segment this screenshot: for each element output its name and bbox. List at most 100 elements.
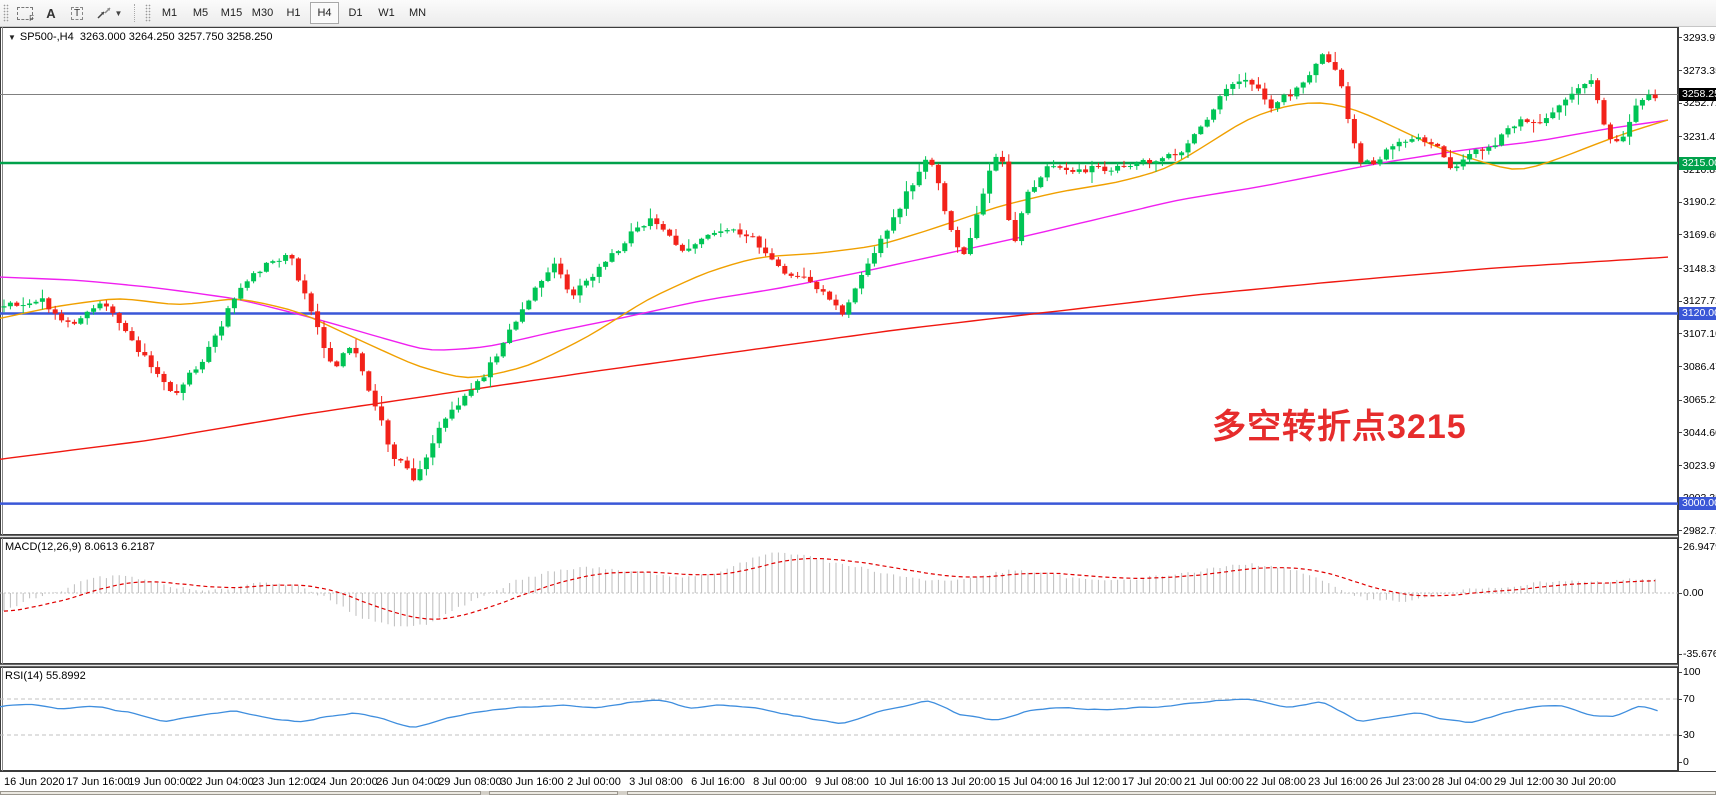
price-axis-label: 3044.60 — [1683, 426, 1716, 439]
rsi-axis-label: 30 — [1683, 729, 1695, 741]
macd-panel[interactable]: MACD(12,26,9) 8.0613 6.2187 — [0, 538, 1678, 664]
level-lines-layer — [0, 94, 1678, 505]
toolbar-grip[interactable] — [3, 4, 9, 22]
level-price-tag: 3120.00 — [1679, 307, 1716, 321]
time-axis-label: 16 Jun 2020 — [4, 776, 65, 788]
rsi-axis-tick — [1679, 734, 1682, 736]
rsi-axis-tick — [1679, 698, 1682, 700]
arrow-objects-icon[interactable]: ▼ — [91, 1, 127, 25]
level-price-tag: 3000.00 — [1679, 497, 1716, 511]
ma-magenta-line — [0, 119, 1669, 351]
rsi-axis-label: 100 — [1683, 666, 1701, 678]
time-axis-label: 26 Jun 04:00 — [376, 776, 440, 788]
time-axis-label: 30 Jul 20:00 — [1556, 776, 1616, 788]
price-axis-tick — [1679, 399, 1682, 401]
status-section — [0, 791, 481, 795]
tab-timeframe-M30[interactable]: M30 — [251, 7, 274, 19]
price-axis-label: 3107.10 — [1683, 327, 1716, 340]
macd-axis-tick — [1679, 546, 1682, 548]
price-chart-panel[interactable]: ▼ SP500-,H4 3263.000 3264.250 3257.750 32… — [0, 27, 1678, 535]
dropdown-caret-icon[interactable]: ▼ — [114, 8, 123, 18]
status-bar — [0, 791, 1716, 795]
tab-timeframe-M5[interactable]: M5 — [192, 7, 209, 19]
time-axis-label: 29 Jun 08:00 — [438, 776, 502, 788]
price-axis-tick — [1679, 366, 1682, 368]
rsi-axis-tick — [1679, 671, 1682, 673]
time-axis[interactable]: 16 Jun 2020 17 Jun 16:00 19 Jun 00:00 22 Ju… — [0, 771, 1716, 792]
panel-splitter[interactable] — [0, 535, 1716, 538]
level-price-tag: 3215.00 — [1679, 156, 1716, 170]
rsi-line — [0, 698, 1658, 728]
price-axis-tick — [1679, 102, 1682, 104]
time-axis-label: 29 Jul 12:00 — [1494, 776, 1554, 788]
time-axis-label: 19 Jun 00:00 — [128, 776, 192, 788]
macd-axis-tick — [1679, 592, 1682, 594]
rsi-value: 55.8992 — [45, 670, 86, 682]
timeframe-toolbar: M1 M5 M15 M30 H1 H4 D1 W1 MN — [154, 2, 433, 24]
collapse-caret-icon[interactable]: ▼ — [8, 33, 16, 42]
moving-averages-layer — [0, 102, 1669, 460]
rsi-panel[interactable]: RSI(14) 55.8992 — [0, 667, 1678, 771]
macd-label: MACD(12,26,9) 8.0613 6.2187 — [5, 541, 155, 553]
price-axis-label: 3190.22 — [1683, 196, 1716, 209]
tab-timeframe-MN[interactable]: MN — [408, 7, 427, 19]
text-label-icon[interactable]: A — [39, 1, 63, 25]
macd-axis-label: 0.00 — [1683, 587, 1704, 599]
tab-timeframe-M1[interactable]: M1 — [161, 7, 178, 19]
price-axis-tick — [1679, 333, 1682, 335]
text-a-glyph: A — [46, 5, 56, 21]
time-axis-label: 16 Jul 12:00 — [1060, 776, 1120, 788]
symbol-period-label: SP500-,H4 — [19, 31, 74, 43]
macd-signal-value: 6.2187 — [121, 541, 155, 553]
price-axis-tick — [1679, 70, 1682, 72]
price-axis-tick — [1679, 201, 1682, 203]
rsi-name: RSI(14) — [5, 670, 43, 682]
ma-orange-line — [0, 102, 1669, 379]
price-axis-label: 3231.47 — [1683, 130, 1716, 143]
tab-timeframe-W1[interactable]: W1 — [378, 7, 395, 19]
time-axis-label: 6 Jul 16:00 — [691, 776, 745, 788]
macd-name: MACD(12,26,9) — [5, 541, 82, 553]
time-axis-label: 26 Jul 23:00 — [1370, 776, 1430, 788]
timeframe-toolbar-grip[interactable] — [145, 4, 151, 22]
rsi-axis-label: 0 — [1683, 756, 1689, 768]
tab-timeframe-D1[interactable]: D1 — [348, 7, 363, 19]
price-axis[interactable]: 3293.973273.353252.723231.473210.853190.… — [1678, 27, 1716, 791]
tab-timeframe-H4[interactable]: H4 — [310, 2, 339, 24]
price-axis-label: 3148.35 — [1683, 262, 1716, 275]
rsi-label: RSI(14) 55.8992 — [5, 670, 86, 682]
macd-canvas[interactable] — [0, 538, 1678, 664]
price-axis-label: 3169.60 — [1683, 228, 1716, 241]
ohlc-values: 3263.000 3264.250 3257.750 3258.250 — [79, 31, 273, 43]
rsi-axis-tick — [1679, 761, 1682, 763]
price-axis-label: 2982.72 — [1683, 524, 1716, 537]
price-chart-canvas[interactable] — [0, 27, 1678, 535]
toolbar: F A T ▼ M1 M5 M15 M30 H1 H4 D1 W1 MN — [0, 0, 1716, 27]
price-axis-label: 3023.97 — [1683, 459, 1716, 472]
tab-timeframe-M15[interactable]: M15 — [220, 7, 243, 19]
time-axis-label: 15 Jul 04:00 — [998, 776, 1058, 788]
price-axis-tick — [1679, 37, 1682, 39]
tab-timeframe-H1[interactable]: H1 — [286, 7, 301, 19]
price-axis-tick — [1679, 136, 1682, 138]
time-axis-label: 23 Jul 16:00 — [1308, 776, 1368, 788]
price-axis-label: 3065.22 — [1683, 394, 1716, 407]
price-axis-tick — [1679, 268, 1682, 270]
macd-histogram — [3, 552, 1656, 627]
dashed-frame-icon[interactable]: F — [13, 1, 37, 25]
time-axis-label: 8 Jul 00:00 — [753, 776, 807, 788]
price-axis-label: 3127.72 — [1683, 295, 1716, 308]
panel-splitter[interactable] — [0, 664, 1716, 667]
time-axis-label: 10 Jul 16:00 — [874, 776, 934, 788]
rsi-canvas[interactable] — [0, 667, 1678, 771]
text-annotation-icon[interactable]: T — [65, 1, 89, 25]
macd-axis-label: -35.6767 — [1683, 648, 1716, 660]
chart-annotation-text[interactable]: 多空转折点3215 — [1212, 408, 1467, 446]
time-axis-label: 2 Jul 00:00 — [567, 776, 621, 788]
price-axis-tick — [1679, 169, 1682, 171]
candlesticks-layer — [1, 51, 1658, 482]
dashed-frame-glyph: F — [17, 6, 34, 23]
rsi-frame — [0, 667, 1678, 771]
time-axis-label: 28 Jul 04:00 — [1432, 776, 1492, 788]
